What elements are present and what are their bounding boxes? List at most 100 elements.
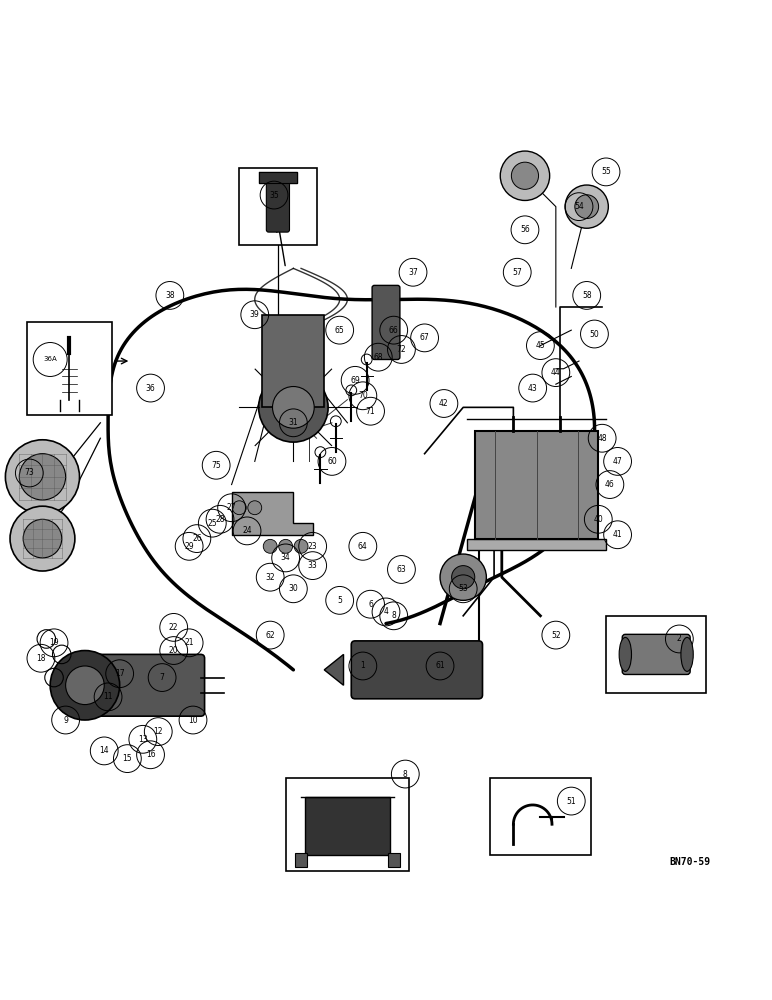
Text: 67: 67 [420, 333, 429, 342]
Circle shape [440, 554, 486, 600]
Text: 19: 19 [49, 638, 59, 647]
Circle shape [279, 539, 293, 553]
Text: 50: 50 [590, 330, 599, 339]
Text: 4: 4 [384, 607, 388, 616]
Text: 73: 73 [25, 468, 34, 477]
Circle shape [10, 506, 75, 571]
Circle shape [452, 566, 475, 589]
Text: BN70-59: BN70-59 [669, 857, 710, 867]
Circle shape [66, 666, 104, 705]
Bar [27, 322, 112, 415]
Text: 32: 32 [266, 573, 275, 582]
Bar [475, 431, 598, 539]
Text: 10: 10 [188, 716, 198, 725]
Text: 41: 41 [613, 530, 622, 539]
Text: 25: 25 [208, 519, 217, 528]
Text: 8: 8 [403, 770, 408, 779]
Text: 21: 21 [185, 638, 194, 647]
Circle shape [263, 539, 277, 553]
Text: 63: 63 [397, 565, 406, 574]
Polygon shape [324, 654, 344, 685]
Circle shape [19, 454, 66, 500]
Text: 31: 31 [289, 418, 298, 427]
Bar [239, 168, 317, 245]
Text: 66: 66 [389, 326, 398, 335]
Bar [467, 539, 606, 550]
Text: 28: 28 [215, 515, 225, 524]
Text: 75: 75 [212, 461, 221, 470]
Text: 72: 72 [397, 345, 406, 354]
Circle shape [500, 151, 550, 200]
FancyBboxPatch shape [622, 634, 690, 674]
Text: 11: 11 [103, 692, 113, 701]
Text: 57: 57 [513, 268, 522, 277]
FancyBboxPatch shape [351, 641, 482, 699]
Text: 30: 30 [289, 584, 298, 593]
Text: 27: 27 [227, 503, 236, 512]
Text: 34: 34 [281, 553, 290, 562]
Text: 15: 15 [123, 754, 132, 763]
Circle shape [248, 501, 262, 515]
Circle shape [50, 651, 120, 720]
FancyBboxPatch shape [266, 181, 290, 232]
Circle shape [5, 440, 80, 514]
Text: 60: 60 [327, 457, 337, 466]
Bar [262, 315, 324, 407]
Text: 6: 6 [368, 600, 373, 609]
Circle shape [259, 373, 328, 442]
Bar [490, 778, 591, 855]
Bar [286, 778, 409, 871]
Polygon shape [259, 172, 297, 183]
Text: 46: 46 [605, 480, 615, 489]
Text: 71: 71 [366, 407, 375, 416]
Text: 26: 26 [192, 534, 201, 543]
Text: 62: 62 [266, 631, 275, 640]
Text: 64: 64 [358, 542, 367, 551]
Text: 37: 37 [408, 268, 418, 277]
Text: 9: 9 [63, 716, 68, 725]
Text: 36: 36 [146, 384, 155, 393]
Text: 52: 52 [551, 631, 560, 640]
Text: 14: 14 [100, 746, 109, 755]
Text: 70: 70 [358, 391, 367, 400]
Text: 35: 35 [269, 191, 279, 200]
Circle shape [273, 387, 314, 428]
Text: 8: 8 [391, 611, 396, 620]
Text: 61: 61 [435, 661, 445, 670]
Ellipse shape [681, 637, 693, 671]
Bar [295, 853, 307, 867]
Circle shape [232, 501, 246, 515]
Text: 29: 29 [185, 542, 194, 551]
Text: 18: 18 [36, 654, 46, 663]
FancyBboxPatch shape [372, 285, 400, 359]
Text: 17: 17 [115, 669, 124, 678]
Text: 68: 68 [374, 353, 383, 362]
Text: 55: 55 [601, 167, 611, 176]
Text: 58: 58 [582, 291, 591, 300]
Text: 45: 45 [536, 341, 545, 350]
Text: 56: 56 [520, 225, 530, 234]
Bar [606, 616, 706, 693]
Text: 42: 42 [439, 399, 449, 408]
Circle shape [575, 195, 598, 219]
Text: 51: 51 [567, 797, 576, 806]
Text: 5: 5 [337, 596, 342, 605]
Text: 33: 33 [308, 561, 317, 570]
Circle shape [23, 519, 62, 558]
Text: 36A: 36A [43, 356, 57, 362]
Text: 39: 39 [250, 310, 259, 319]
Text: 65: 65 [335, 326, 344, 335]
Text: 16: 16 [146, 750, 155, 759]
Text: 43: 43 [528, 384, 537, 393]
Text: 2: 2 [677, 634, 682, 643]
Text: 23: 23 [308, 542, 317, 551]
Text: 13: 13 [138, 735, 147, 744]
Text: 12: 12 [154, 727, 163, 736]
Ellipse shape [619, 637, 631, 671]
Circle shape [294, 539, 308, 553]
Text: 22: 22 [169, 623, 178, 632]
Text: 7: 7 [160, 673, 164, 682]
Polygon shape [232, 492, 313, 535]
Text: 69: 69 [350, 376, 360, 385]
Bar [388, 853, 400, 867]
